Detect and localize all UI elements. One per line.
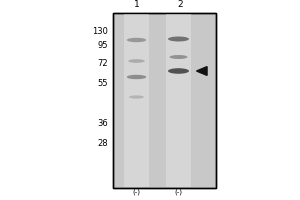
Ellipse shape xyxy=(128,59,145,63)
Text: (-): (-) xyxy=(133,188,140,195)
Text: 72: 72 xyxy=(98,58,108,68)
Bar xyxy=(166,14,191,187)
Bar xyxy=(112,13,216,188)
Text: 2: 2 xyxy=(177,0,183,9)
Text: 55: 55 xyxy=(98,78,108,88)
Ellipse shape xyxy=(127,38,146,42)
Text: 28: 28 xyxy=(98,138,108,148)
Ellipse shape xyxy=(168,36,189,42)
Ellipse shape xyxy=(168,68,189,74)
Text: 1: 1 xyxy=(134,0,140,9)
Text: 36: 36 xyxy=(97,119,108,129)
Polygon shape xyxy=(196,67,207,75)
Bar xyxy=(124,14,149,187)
Ellipse shape xyxy=(169,55,188,59)
Ellipse shape xyxy=(127,75,146,79)
Text: 95: 95 xyxy=(98,40,108,49)
Text: 130: 130 xyxy=(92,26,108,36)
Text: (-): (-) xyxy=(175,188,182,195)
Bar xyxy=(112,13,216,188)
Ellipse shape xyxy=(129,95,144,99)
